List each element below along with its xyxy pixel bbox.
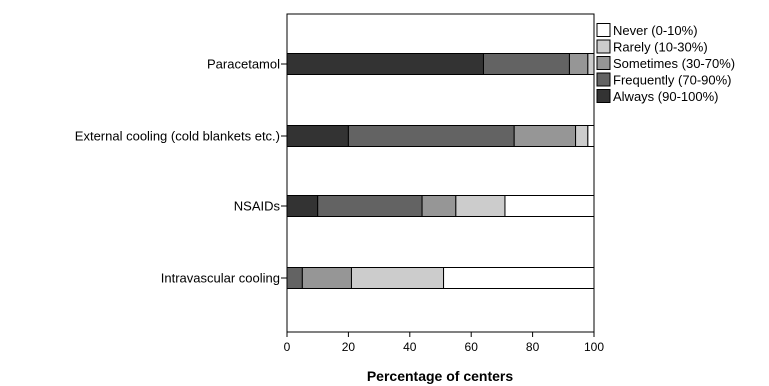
- legend-swatch: [596, 72, 611, 87]
- legend-label: Sometimes (30-70%): [613, 56, 735, 71]
- bar-segment: [286, 195, 319, 217]
- x-tick-label: 40: [403, 340, 417, 354]
- bar-segment: [443, 267, 595, 289]
- legend-label: Rarely (10-30%): [613, 40, 708, 55]
- bar-segment: [568, 53, 589, 75]
- category-axis: Paracetamol External cooling (cold blanke…: [75, 57, 287, 286]
- legend-swatch: [596, 89, 611, 103]
- legend: Never (0-10%) Rarely (10-30%)Sometimes (3…: [596, 23, 735, 104]
- x-tick-label: 0: [284, 340, 291, 354]
- bar-segment: [286, 267, 303, 289]
- bar-segment: [587, 125, 595, 147]
- legend-label: Never (0-10%): [613, 23, 698, 38]
- bar-segment: [286, 53, 484, 75]
- legend-label: Frequently (70-90%): [613, 73, 732, 88]
- x-axis-title: Percentage of centers: [367, 368, 513, 384]
- bar-segment: [301, 267, 352, 289]
- x-tick-label: 100: [584, 340, 604, 354]
- legend-swatch: [596, 23, 611, 37]
- legend-swatch: [596, 39, 611, 54]
- bars-group: [286, 53, 595, 289]
- bar-segment: [575, 125, 589, 147]
- bar-segment: [317, 195, 423, 217]
- bar-segment: [587, 53, 595, 75]
- x-tick-label: 20: [342, 340, 356, 354]
- category-label: External cooling (cold blankets etc.): [75, 129, 280, 144]
- x-tick-label: 80: [526, 340, 540, 354]
- category-label: Intravascular cooling: [161, 271, 280, 286]
- bar-segment: [347, 125, 515, 147]
- bar-segment: [504, 195, 595, 217]
- x-tick-label: 60: [465, 340, 479, 354]
- value-axis: 0 20 40 60 80 100: [284, 332, 604, 354]
- bar-segment: [350, 267, 445, 289]
- bar-segment: [482, 53, 570, 75]
- category-label: NSAIDs: [234, 199, 281, 214]
- bar-segment: [421, 195, 457, 217]
- bar-segment: [286, 125, 349, 147]
- legend-swatch: [596, 56, 611, 70]
- bar-segment: [455, 195, 506, 217]
- bar-segment: [513, 125, 577, 147]
- legend-label: Always (90-100%): [613, 89, 719, 104]
- category-label: Paracetamol: [207, 57, 280, 72]
